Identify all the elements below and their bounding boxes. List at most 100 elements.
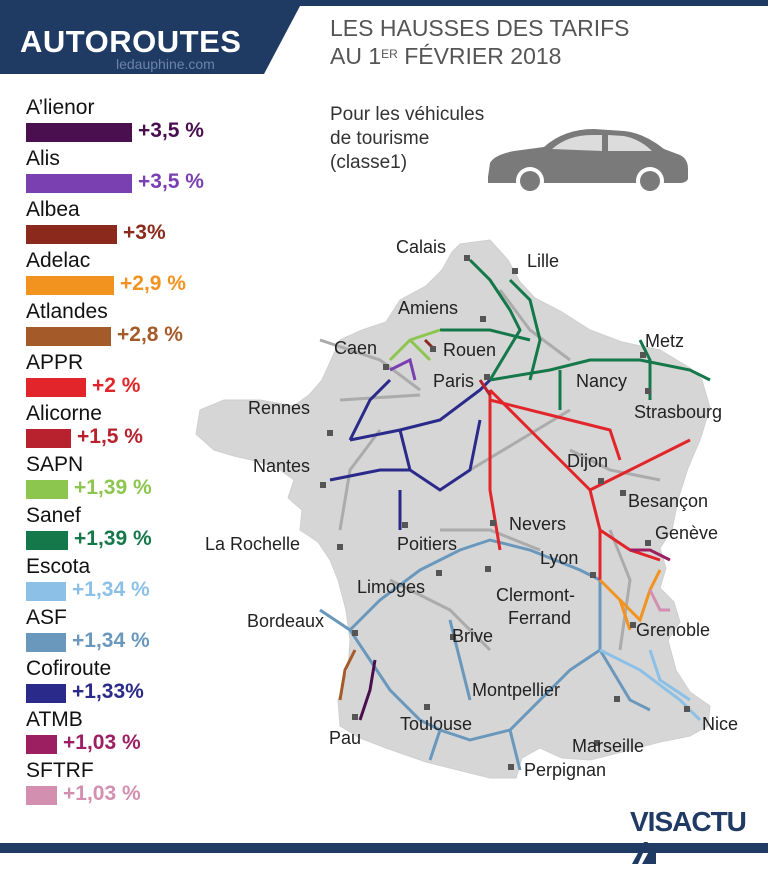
headline-line1: LES HAUSSES DES TARIFS (330, 15, 630, 41)
city-label-clermont: Clermont- (496, 585, 576, 605)
legend-name: Escota (26, 555, 91, 578)
legend-name: Alis (26, 147, 60, 170)
legend-name: Alicorne (26, 402, 102, 425)
legend-swatch (26, 735, 57, 754)
legend-swatch (26, 684, 66, 703)
legend-name: ASF (26, 606, 67, 629)
legend-name: A’lienor (26, 96, 95, 119)
city-label-pau: Pau (329, 728, 362, 748)
legend-pct: +1,03 % (63, 782, 141, 805)
headline-line2-sup: ER (381, 47, 398, 61)
city-label-rennes: Rennes (248, 398, 311, 418)
car-icon (488, 129, 688, 195)
city-label-lyon: Lyon (540, 548, 579, 568)
legend-pct: +3,5 % (138, 119, 204, 142)
city-label-brive: Brive (452, 626, 494, 646)
legend-swatch (26, 633, 66, 652)
city-label-nancy: Nancy (576, 371, 628, 391)
city-label-bordeaux: Bordeaux (247, 611, 325, 631)
legend-swatch (26, 276, 114, 295)
legend-name: Albea (26, 198, 80, 221)
vehicle-line1: Pour les véhicules (330, 104, 485, 125)
legend-name: APPR (26, 351, 84, 374)
top-bar (0, 0, 768, 6)
legend-pct: +2 % (92, 374, 141, 397)
brand-watermark: ledauphine.com (116, 56, 215, 72)
city-label-nevers: Nevers (509, 514, 567, 534)
brand-banner: AUTOROUTES ledauphine.com (0, 6, 300, 74)
alienor-road (358, 659, 377, 721)
logo-actu: ACTU (672, 806, 747, 837)
city-label-besancon: Besançon (628, 491, 709, 511)
bottom-bar (0, 843, 768, 853)
legend-name: Cofiroute (26, 657, 112, 680)
sapn-network (388, 328, 441, 362)
city-label-metz: Metz (645, 331, 685, 351)
france-outline (195, 239, 711, 779)
city-label-lille: Lille (527, 251, 560, 271)
vehicle-line3: (classe1) (330, 152, 408, 173)
headline-line2: AU 1ER FÉVRIER 2018 (330, 42, 630, 70)
legend-swatch (26, 480, 68, 499)
city-label-toulouse: Toulouse (400, 714, 473, 734)
city-label-nice: Nice (702, 714, 739, 734)
legend-item-asf: ASF +1,34 % (26, 606, 276, 656)
legend-swatch (26, 225, 117, 244)
legend-swatch (26, 174, 132, 193)
legend-swatch (26, 531, 68, 550)
legend-swatch (26, 786, 57, 805)
city-label-nantes: Nantes (253, 456, 311, 476)
city-label-grenoble: Grenoble (636, 620, 711, 640)
legend-name: ATMB (26, 708, 83, 731)
sftrf-road (648, 589, 670, 612)
legend-item-atmb: ATMB +1,03 % (26, 708, 276, 758)
legend-item-appr: APPR +2 % (26, 351, 276, 401)
legend-swatch (26, 429, 71, 448)
france-motorway-map (195, 239, 711, 779)
logo-vis: VIS (630, 806, 673, 837)
brand-title: AUTOROUTES (20, 24, 242, 59)
legend-pct: +1,39 % (74, 527, 152, 550)
legend-item-sanef: Sanef +1,39 % (26, 504, 276, 554)
city-label-geneve: Genève (655, 523, 719, 543)
headline-line2-pre: AU 1 (330, 43, 382, 69)
legend-pct: +3,5 % (138, 170, 204, 193)
city-label-calais: Calais (396, 237, 447, 257)
legend-item-alienor: A’lienor +3,5 % (26, 96, 276, 146)
city-label-poitiers: Poitiers (397, 534, 458, 554)
city-label-marseille: Marseille (572, 736, 645, 756)
visactu-logo: VISACTU (630, 806, 768, 870)
headline: LES HAUSSES DES TARIFS AU 1ER FÉVRIER 20… (330, 14, 630, 70)
atmb-road (630, 548, 671, 562)
legend-item-albea: Albea +3% (26, 198, 276, 248)
legend-swatch (26, 378, 86, 397)
legend-pct: +1,39 % (74, 476, 152, 499)
legend-item-sapn: SAPN +1,39 % (26, 453, 276, 503)
legend-pct: +3% (123, 221, 166, 244)
sanef-network (440, 258, 711, 410)
city-label-larochelle: La Rochelle (205, 534, 301, 554)
legend-item-cofiroute: Cofiroute +1,33% (26, 657, 276, 707)
legend-swatch (26, 327, 111, 346)
asf-network (319, 538, 651, 771)
legend-name: Sanef (26, 504, 81, 527)
legend-name: SFTRF (26, 759, 94, 782)
city-label-ferrand: Ferrand (508, 608, 572, 628)
legend-swatch (26, 123, 132, 142)
legend-item-atlandes: Atlandes +2,8 % (26, 300, 276, 350)
legend-pct: +1,5 % (77, 425, 143, 448)
legend-item-alicorne: Alicorne +1,5 % (26, 402, 276, 452)
city-label-limoges: Limoges (357, 577, 426, 597)
headline-line2-post: FÉVRIER 2018 (397, 43, 562, 69)
vehicle-line2: de tourisme (330, 128, 430, 149)
legend-item-alis: Alis +3,5 % (26, 147, 276, 197)
city-label-strasbourg: Strasbourg (634, 402, 723, 422)
adelac-network (598, 569, 662, 631)
city-label-dijon: Dijon (567, 451, 609, 471)
alicorne-road (478, 379, 492, 396)
city-label-caen: Caen (334, 338, 378, 358)
city-label-amiens: Amiens (398, 298, 459, 318)
alis-road (389, 357, 417, 381)
legend-item-escota: Escota +1,34 % (26, 555, 276, 605)
legend-name: Atlandes (26, 300, 108, 323)
